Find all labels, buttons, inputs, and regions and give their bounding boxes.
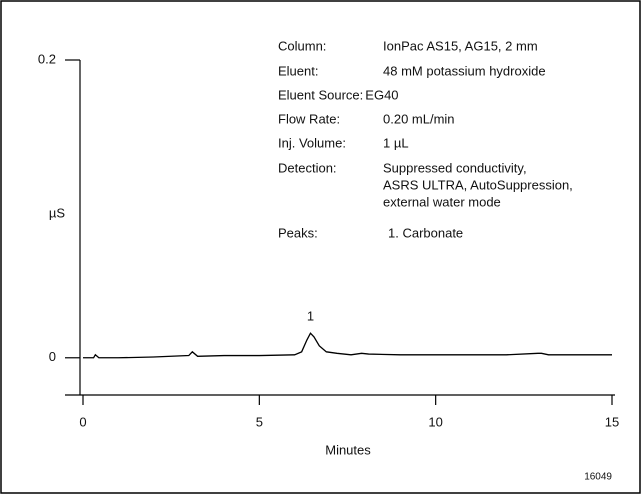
info-label: Detection: [278,160,337,175]
info-label: Peaks: [278,225,318,240]
info-value: 1 µL [383,135,409,150]
x-tick-label: 10 [428,414,442,429]
x-tick-label: 5 [256,414,263,429]
info-value: Suppressed conductivity, [383,160,527,175]
info-label: Eluent Source: [278,87,363,102]
x-axis-label: Minutes [325,442,371,457]
info-value: 1. Carbonate [388,225,463,240]
y-axis-label: µS [49,205,65,220]
info-label: Eluent: [278,63,318,78]
info-label: Inj. Volume: [278,135,346,150]
info-label: Flow Rate: [278,111,340,126]
info-label: Column: [278,38,326,53]
y-tick-label: 0 [49,349,56,364]
x-tick-label: 15 [605,414,619,429]
info-value: ASRS ULTRA, AutoSuppression, [383,177,573,192]
info-value: IonPac AS15, AG15, 2 mm [383,38,538,53]
trace [83,332,612,359]
info-value: 0.20 mL/min [383,111,455,126]
x-tick-label: 0 [79,414,86,429]
info-value: EG40 [365,87,398,102]
info-value: external water mode [383,194,501,209]
figure-id: 16049 [584,472,612,483]
y-tick-label: 0.2 [38,51,56,66]
peak-label: 1 [307,309,314,324]
info-value: 48 mM potassium hydroxide [383,63,546,78]
